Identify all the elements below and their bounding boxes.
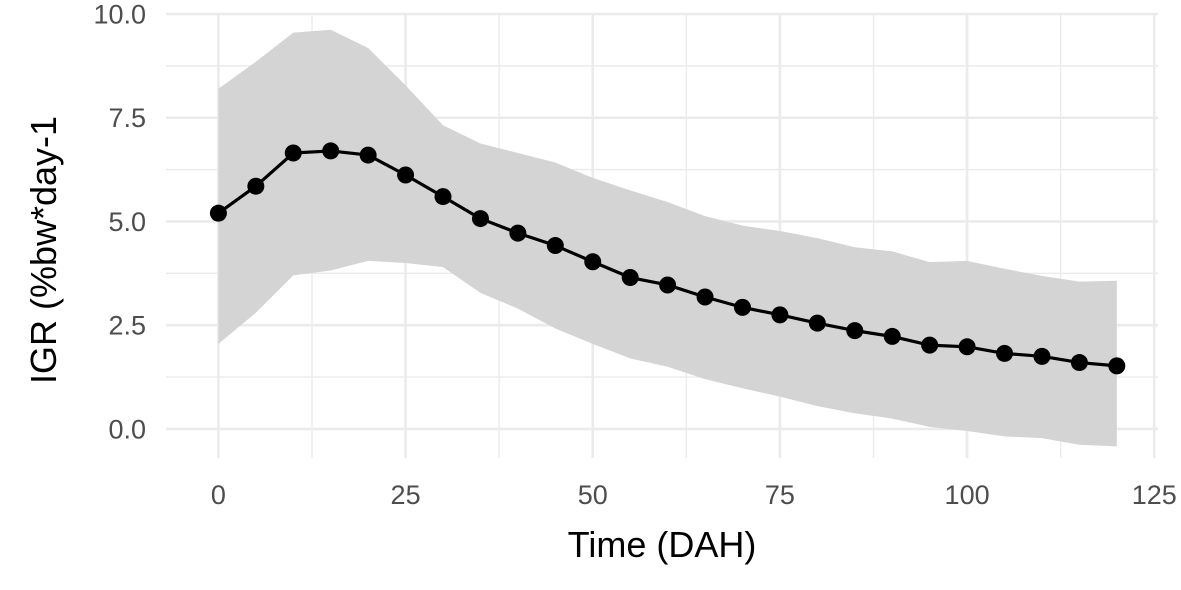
data-point [733, 298, 751, 316]
data-point [397, 166, 415, 184]
data-point [1033, 347, 1051, 365]
data-point [509, 224, 527, 242]
data-point [471, 210, 489, 228]
x-tick-label: 0 [211, 480, 226, 510]
data-point [1070, 354, 1088, 372]
x-axis-title: Time (DAH) [568, 524, 757, 565]
data-points [209, 142, 1126, 375]
data-point [696, 288, 714, 306]
data-point [284, 144, 302, 162]
x-axis-tick-labels: 0 25 50 75 100 125 [211, 480, 1177, 510]
data-point [359, 146, 377, 164]
data-point [209, 204, 227, 222]
data-point [808, 314, 826, 332]
x-tick-label: 100 [945, 480, 990, 510]
y-tick-label: 2.5 [108, 311, 146, 341]
data-point [883, 327, 901, 345]
x-tick-label: 75 [765, 480, 795, 510]
data-point [659, 276, 677, 294]
data-point [921, 336, 939, 354]
data-point [846, 322, 864, 340]
data-point [996, 344, 1014, 362]
x-tick-label: 50 [578, 480, 608, 510]
confidence-ribbon-group [218, 29, 1117, 447]
y-tick-label: 7.5 [108, 103, 146, 133]
data-point [1108, 357, 1126, 375]
y-axis-tick-labels: 0.0 2.5 5.0 7.5 10.0 [93, 0, 146, 444]
y-tick-label: 10.0 [93, 0, 146, 30]
x-tick-label: 125 [1132, 480, 1177, 510]
y-tick-label: 5.0 [108, 207, 146, 237]
data-point [584, 253, 602, 271]
data-point [434, 188, 452, 206]
y-axis-title: IGR (%bw*day-1 [23, 116, 64, 384]
data-point [771, 306, 789, 324]
x-tick-label: 25 [391, 480, 421, 510]
data-point [322, 142, 340, 160]
data-point [621, 268, 639, 286]
confidence-ribbon [218, 29, 1117, 447]
data-point [958, 338, 976, 356]
data-point [247, 177, 265, 195]
data-point [546, 237, 564, 255]
y-tick-label: 0.0 [108, 414, 146, 444]
